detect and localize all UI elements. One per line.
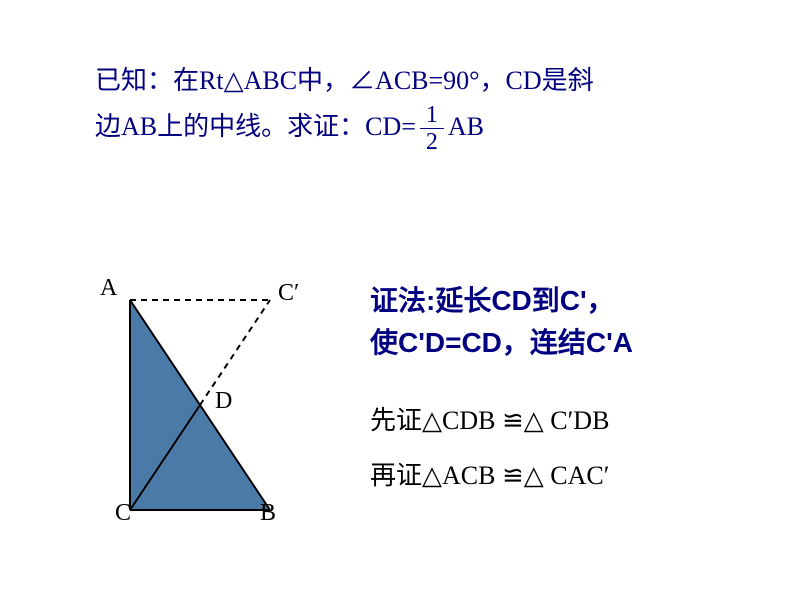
triangle-sym-1: △ [224, 65, 244, 95]
triangle-sym-4: △ [422, 460, 442, 490]
vertex-label-a: A [100, 275, 117, 302]
step2-prefix: 再证 [370, 461, 422, 490]
step1-rhs: C′DB [544, 406, 610, 435]
proof-step-2: 再证△ACB ≌△ CAC′ [370, 455, 609, 492]
proof-method: 证法:延长CD到C'， 使C'D=CD，连结C'A [370, 280, 770, 364]
fraction-den: 2 [420, 129, 444, 155]
fraction: 12 [420, 102, 444, 156]
triangle-sym-5: △ [524, 460, 544, 490]
step1-prefix: 先证 [370, 406, 422, 435]
vertex-label-cprime: C′ [278, 280, 299, 307]
congruent-sym-1: ≌ [502, 405, 524, 435]
method-line2: 使C'D=CD，连结C'A [370, 327, 633, 358]
step1-lhs: CDB [442, 406, 495, 435]
problem-statement: 已知：在Rt△ABC中，∠ACB=90°，CD是斜 边AB上的中线。求证：CD=… [95, 60, 715, 155]
triangle-diagram [70, 270, 340, 550]
vertex-label-d: D [215, 388, 232, 415]
problem-text-4: AB [448, 111, 484, 140]
step2-lhs: ACB [442, 461, 495, 490]
problem-text-3: 边AB上的中线。求证：CD= [95, 111, 416, 140]
triangle-sym-2: △ [422, 405, 442, 435]
method-line1: 证法:延长CD到C'， [370, 285, 615, 316]
problem-text-2: ABC中，∠ACB=90°，CD是斜 [244, 66, 594, 95]
line-dcp-dashed [200, 300, 270, 405]
vertex-label-b: B [260, 500, 276, 527]
problem-text-1: 已知：在Rt [95, 66, 224, 95]
fraction-num: 1 [420, 102, 444, 129]
congruent-sym-2: ≌ [502, 460, 524, 490]
vertex-label-c: C [115, 500, 131, 527]
proof-step-1: 先证△CDB ≌△ C′DB [370, 400, 609, 437]
step2-rhs: CAC′ [544, 461, 610, 490]
triangle-sym-3: △ [524, 405, 544, 435]
